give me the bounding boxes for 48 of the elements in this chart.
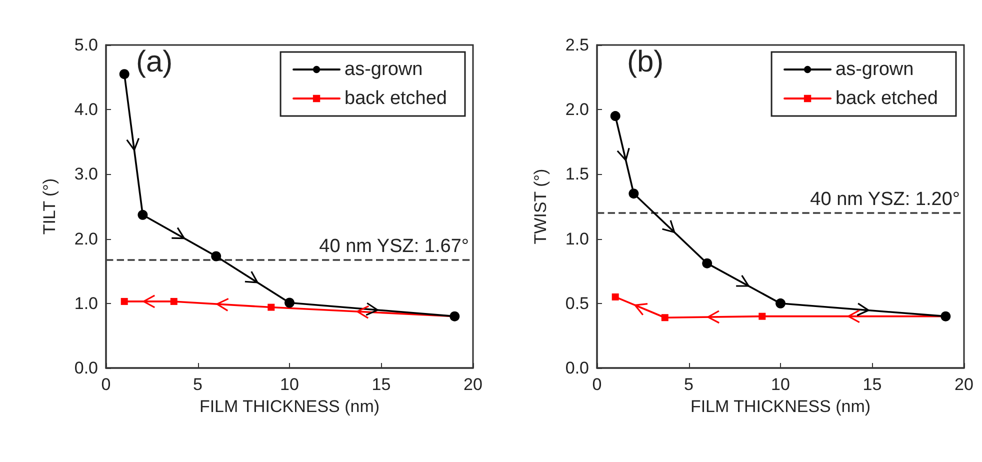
y-tick-label: 2.5 [565, 36, 589, 54]
x-tick-label: 10 [771, 375, 790, 394]
x-tick-label: 15 [372, 375, 391, 394]
x-axis-title: FILM THICKNESS (nm) [199, 397, 380, 416]
point [610, 111, 620, 122]
legend-label: back etched [836, 88, 938, 109]
ref-line-label: 40 nm YSZ: 1.67° [319, 236, 469, 258]
point [776, 298, 786, 308]
point [612, 293, 619, 300]
x-tick-label: 5 [193, 375, 202, 394]
legend-label: as-grown [344, 59, 423, 80]
y-tick-label: 0.5 [565, 294, 589, 313]
y-tick-label: 0.0 [74, 358, 98, 378]
annotation: (b) [627, 46, 664, 78]
y-tick-label: 1.0 [74, 294, 98, 313]
point [170, 298, 178, 305]
x-tick-label: 10 [280, 375, 299, 394]
y-tick-label: 1.0 [565, 229, 589, 248]
legend-label: as-grown [836, 59, 914, 80]
x-tick-label: 20 [464, 375, 482, 394]
y-axis-title: TILT (°) [40, 178, 59, 235]
point [120, 298, 128, 305]
y-tick-label: 0.0 [565, 358, 589, 378]
point [268, 304, 275, 311]
y-tick-label: 5.0 [74, 36, 98, 54]
x-tick-label: 0 [101, 375, 111, 394]
y-tick-label: 4.0 [74, 100, 98, 120]
y-tick-label: 1.5 [565, 164, 589, 184]
x-axis-title: FILM THICKNESS (nm) [690, 397, 871, 416]
y-tick-label: 3.0 [74, 164, 98, 184]
point [628, 188, 639, 199]
x-tick-label: 5 [684, 375, 694, 394]
point [211, 251, 222, 262]
y-tick-label: 2.0 [74, 229, 98, 248]
point [702, 258, 712, 268]
point [138, 210, 148, 220]
point [661, 314, 668, 322]
x-tick-label: 0 [592, 375, 602, 394]
point [119, 69, 130, 80]
x-tick-label: 20 [954, 375, 974, 394]
y-axis-title: TWIST (°) [531, 168, 550, 244]
ref-line-label: 40 nm YSZ: 1.20° [810, 188, 960, 210]
point [284, 298, 294, 308]
y-tick-label: 2.0 [565, 100, 589, 120]
legend-label: back etched [344, 88, 448, 109]
x-tick-label: 15 [862, 375, 882, 394]
annotation: (a) [136, 46, 173, 78]
point [758, 312, 766, 320]
